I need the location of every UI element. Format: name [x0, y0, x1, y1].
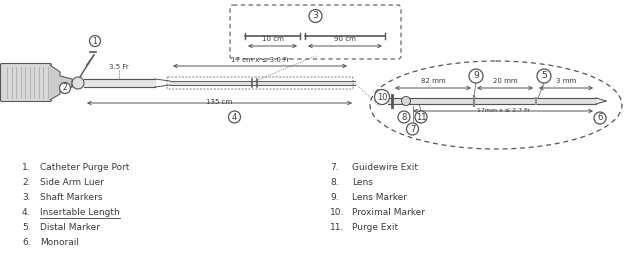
Circle shape	[406, 123, 419, 135]
Text: Shaft Markers: Shaft Markers	[40, 193, 102, 202]
Text: Purge Exit: Purge Exit	[352, 223, 398, 232]
Text: Lens: Lens	[352, 178, 373, 187]
Circle shape	[309, 10, 322, 23]
Text: Guidewire Exit: Guidewire Exit	[352, 163, 418, 172]
Text: 2: 2	[62, 84, 67, 92]
Text: 10.: 10.	[330, 208, 344, 217]
Text: 1.: 1.	[22, 163, 31, 172]
Circle shape	[72, 77, 84, 89]
Circle shape	[537, 69, 551, 83]
Text: 3.: 3.	[22, 193, 31, 202]
Text: Proximal Marker: Proximal Marker	[352, 208, 425, 217]
Text: 82 mm: 82 mm	[421, 78, 446, 84]
Text: 3: 3	[313, 11, 318, 20]
Text: Monorail: Monorail	[40, 238, 79, 247]
Text: 17 cm x ≤ 3.0 Fr: 17 cm x ≤ 3.0 Fr	[231, 57, 290, 63]
Text: 6.: 6.	[22, 238, 31, 247]
Text: 10 cm: 10 cm	[261, 36, 283, 42]
FancyBboxPatch shape	[230, 5, 401, 59]
Text: 3.5 Fr: 3.5 Fr	[109, 64, 129, 70]
Circle shape	[398, 111, 410, 123]
Text: 10: 10	[377, 92, 388, 101]
Text: 11: 11	[416, 113, 426, 122]
Circle shape	[374, 89, 389, 104]
Text: 7.: 7.	[330, 163, 339, 172]
Text: 2.: 2.	[22, 178, 31, 187]
Text: 17mm x ≤ 2.7 Fr: 17mm x ≤ 2.7 Fr	[477, 108, 529, 113]
Text: Catheter Purge Port: Catheter Purge Port	[40, 163, 129, 172]
Circle shape	[228, 111, 240, 123]
Text: 1: 1	[92, 36, 97, 45]
Text: 4: 4	[232, 113, 237, 122]
Text: 5: 5	[541, 72, 547, 81]
Text: 3 mm: 3 mm	[556, 78, 576, 84]
Circle shape	[59, 82, 71, 94]
Text: 6: 6	[597, 113, 603, 122]
Circle shape	[415, 111, 427, 123]
Text: Lens Marker: Lens Marker	[352, 193, 407, 202]
Text: 5.: 5.	[22, 223, 31, 232]
Text: Side Arm Luer: Side Arm Luer	[40, 178, 104, 187]
Text: 8: 8	[401, 113, 407, 122]
Text: 4.: 4.	[22, 208, 31, 217]
Text: 135 cm: 135 cm	[207, 99, 233, 105]
Text: 8.: 8.	[330, 178, 339, 187]
Text: Insertable Length: Insertable Length	[40, 208, 120, 217]
Text: 11.: 11.	[330, 223, 344, 232]
FancyBboxPatch shape	[1, 63, 52, 101]
Text: Distal Marker: Distal Marker	[40, 223, 100, 232]
Text: 9.: 9.	[330, 193, 339, 202]
Polygon shape	[50, 65, 72, 100]
Circle shape	[469, 69, 483, 83]
Text: 9: 9	[473, 72, 479, 81]
Text: 90 cm: 90 cm	[334, 36, 356, 42]
Text: 20 mm: 20 mm	[493, 78, 517, 84]
Circle shape	[401, 97, 411, 106]
Circle shape	[594, 112, 606, 124]
Text: 7: 7	[410, 125, 415, 134]
Circle shape	[89, 36, 100, 47]
